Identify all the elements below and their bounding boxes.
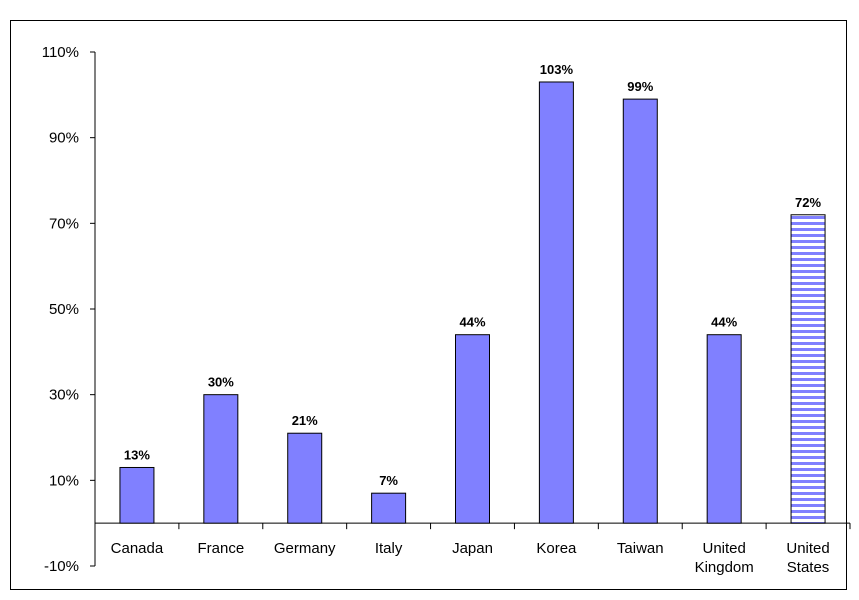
labels: 13% Canada 30% France 21% Germany 7% Italy 44% Ja… [111,62,830,576]
bar [622,98,658,524]
data-label: 30% [208,375,234,390]
category-label: Canada [111,540,164,557]
category-label: Kingdom [695,559,754,576]
category-label: Germany [274,540,336,557]
data-label: 103% [540,62,574,77]
category-label: Taiwan [617,540,664,557]
bar [538,81,574,524]
category-label: Korea [536,540,577,557]
category-label: Italy [375,540,403,557]
category-label: United [702,540,745,557]
y-tick-label: 10% [49,472,79,489]
category-label: States [787,559,830,576]
y-tick-label: 70% [49,215,79,232]
category-label: France [197,540,244,557]
category-label: Japan [452,540,493,557]
bars [119,81,826,524]
data-label: 7% [379,473,398,488]
data-label: 99% [627,79,653,94]
y-tick-label: 90% [49,130,79,147]
bar [371,492,407,524]
data-label: 44% [711,315,737,330]
bar [119,466,155,524]
data-label: 44% [459,315,485,330]
y-tick-label: 30% [49,387,79,404]
bar [706,334,742,524]
bar [287,432,323,524]
data-label: 21% [292,413,318,428]
data-label: 13% [124,447,150,462]
y-tick-label: 110% [42,44,79,61]
bar [455,334,490,524]
bar [203,394,239,524]
bar [790,214,826,524]
category-label: United [786,540,829,557]
data-label: 72% [795,195,821,210]
y-tick-label: 50% [49,301,79,318]
y-tick-label: -10% [44,558,79,575]
